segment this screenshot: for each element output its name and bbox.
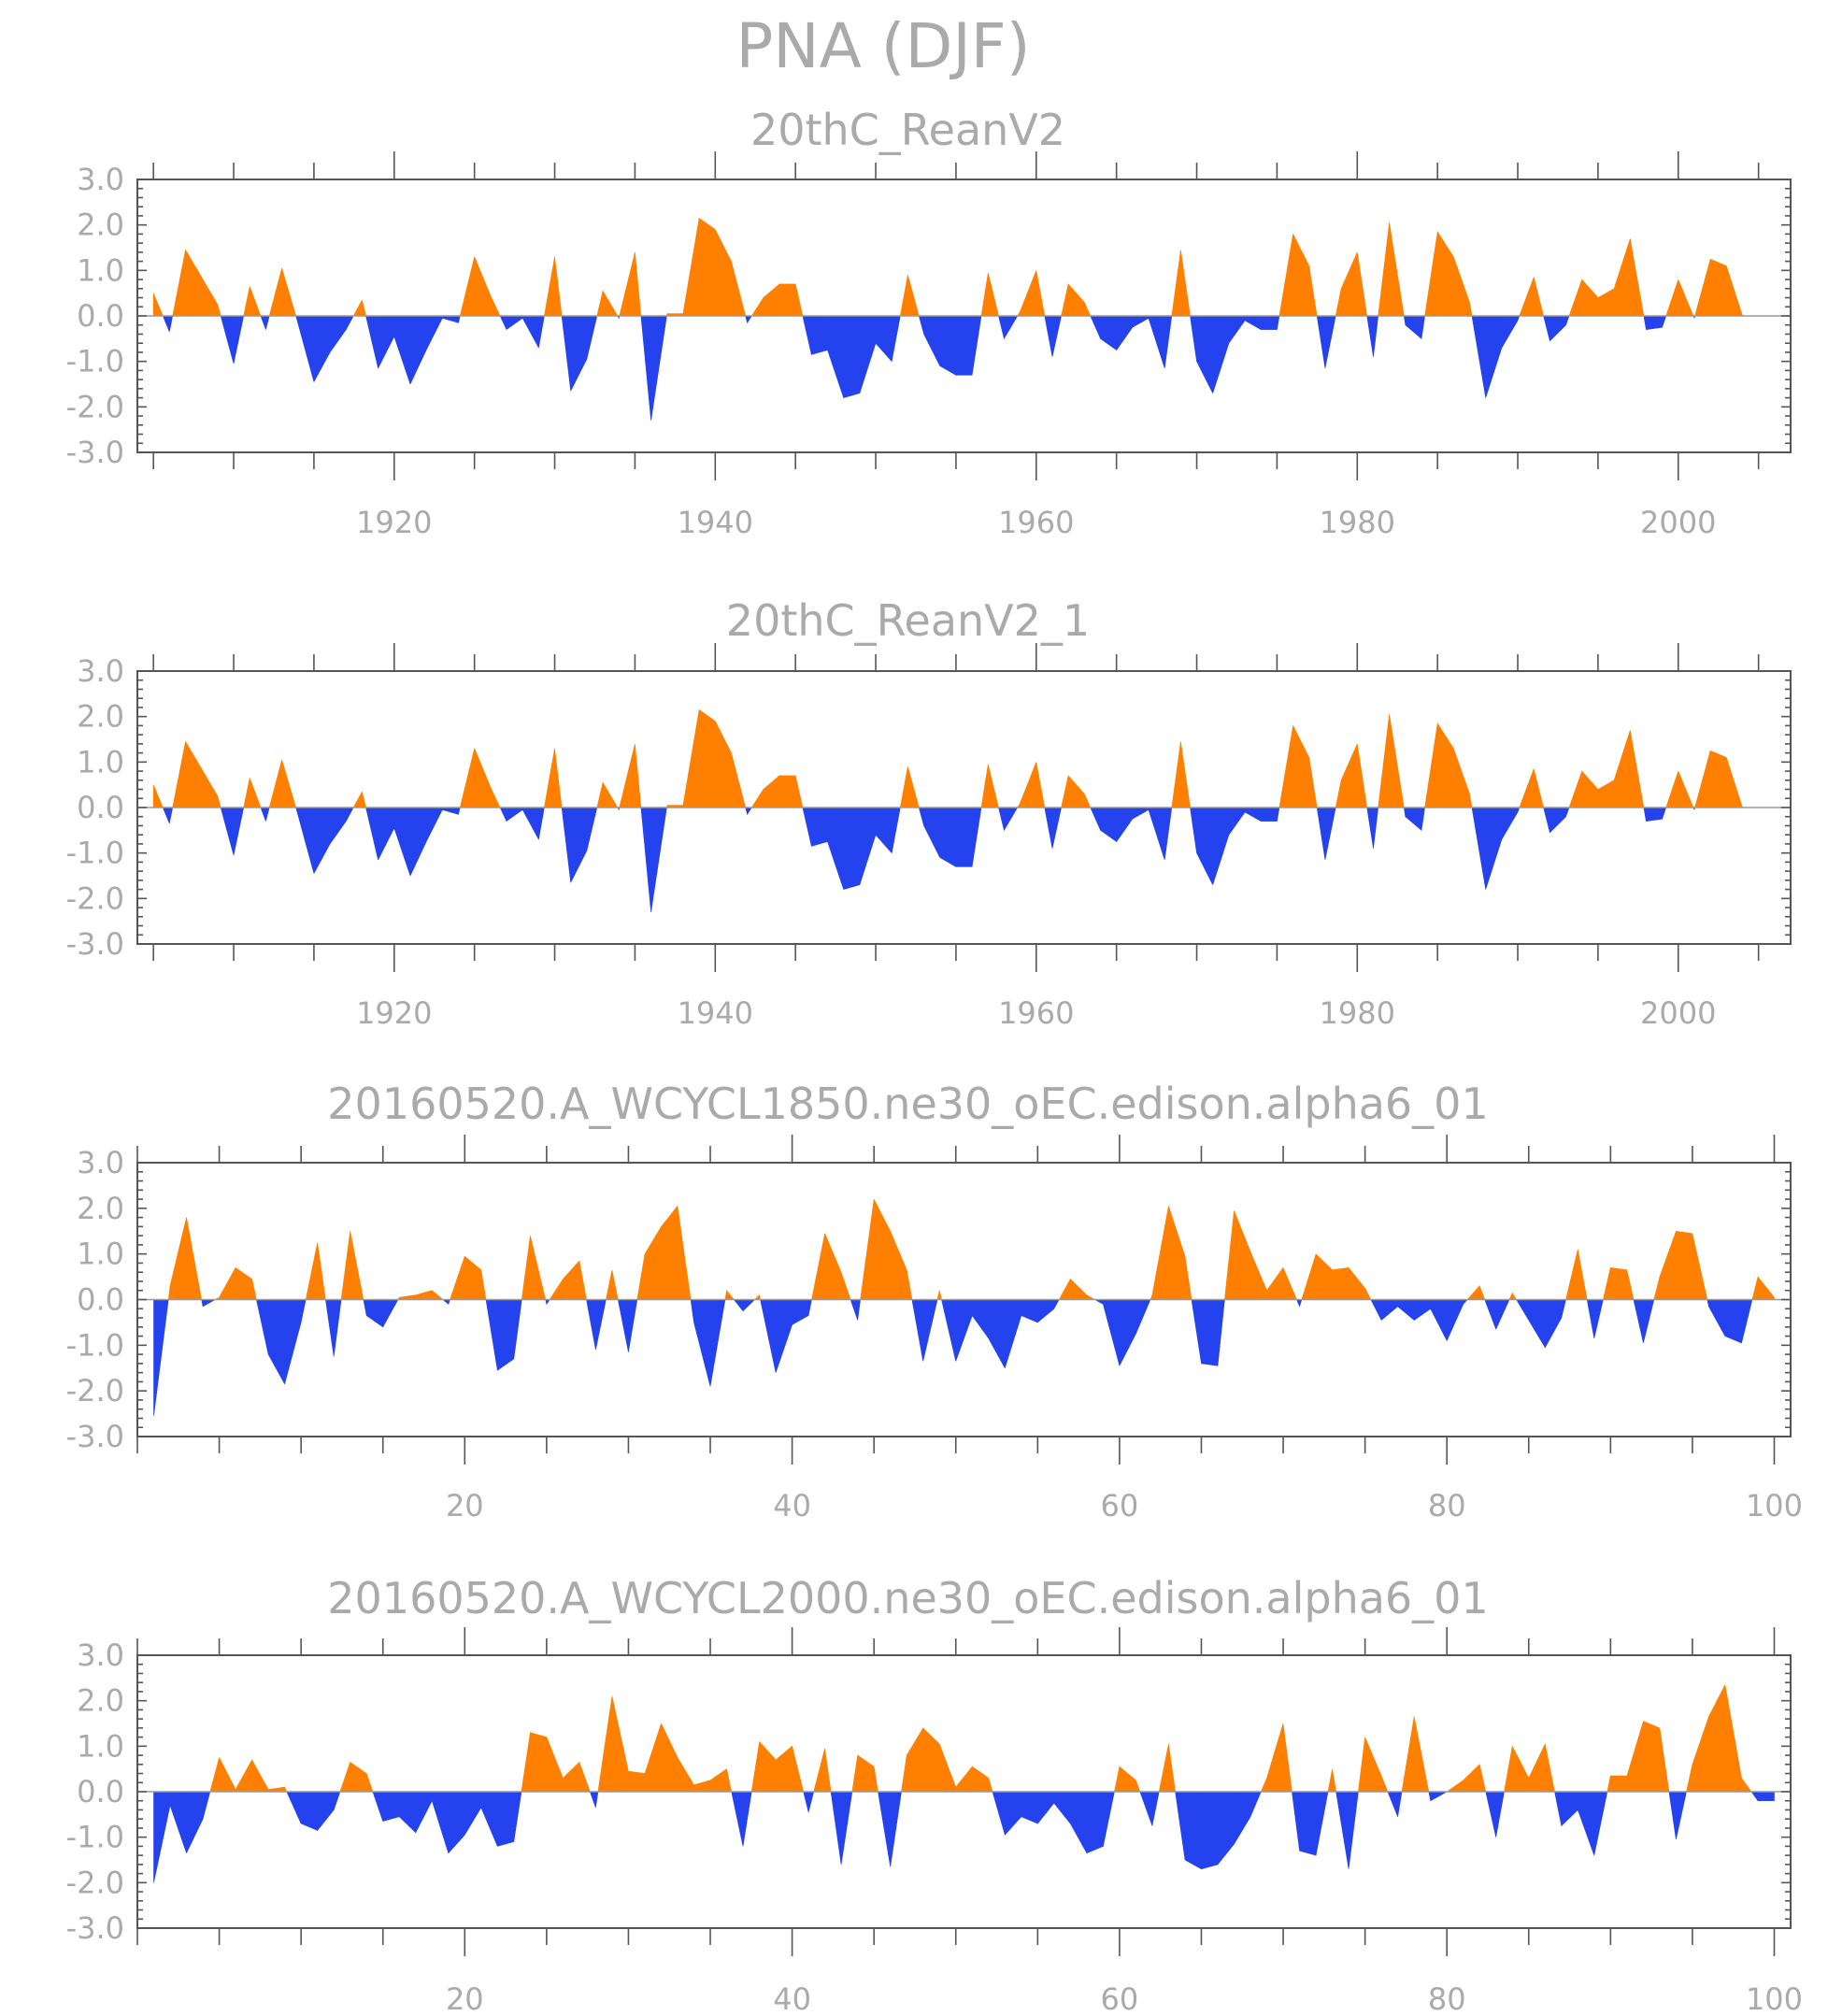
y-tick-label: 3.0 (77, 162, 124, 197)
y-tick-label: 1.0 (77, 1728, 124, 1764)
positive-anomaly-area (167, 1198, 1775, 1300)
x-tick-label: 60 (1101, 1981, 1139, 2016)
negative-anomaly-area (162, 315, 1695, 421)
y-tick-label: -2.0 (66, 389, 124, 424)
x-tick-label: 1980 (1320, 995, 1395, 1031)
panel-title: 20160520.A_WCYCL1850.ne30_oEC.edison.alp… (327, 1079, 1488, 1129)
y-tick-label: 0.0 (77, 1282, 124, 1318)
y-tick-label: -1.0 (66, 344, 124, 379)
y-tick-label: 0.0 (77, 790, 124, 825)
x-tick-label: 1960 (998, 505, 1074, 540)
y-tick-label: 1.0 (77, 1237, 124, 1272)
y-tick-label: 3.0 (77, 1145, 124, 1180)
y-tick-label: -2.0 (66, 1373, 124, 1408)
figure-title: PNA (DJF) (735, 10, 1030, 82)
chart-panel-1: 20thC_ReanV2 3.0 2.0 1.0 0.0 -1.0 -2.0 -3.0 1920… (66, 105, 1792, 540)
positive-anomaly-area (152, 217, 1743, 317)
x-tick-label: 100 (1746, 1488, 1803, 1523)
x-tick-label: 20 (446, 1488, 484, 1523)
y-tick-label: -1.0 (66, 836, 124, 871)
panel-title: 20thC_ReanV2 (750, 105, 1065, 155)
x-tick-label: 40 (773, 1488, 811, 1523)
panel-title: 20160520.A_WCYCL2000.ne30_oEC.edison.alp… (327, 1573, 1488, 1623)
y-tick-label: 3.0 (77, 1637, 124, 1673)
x-tick-label: 100 (1746, 1981, 1803, 2016)
chart-panel-2: 20thC_ReanV2_1 3.0 2.0 1.0 0.0 -1.0 -2.0 -3.0 19… (66, 595, 1792, 1031)
x-tick-label: 80 (1428, 1981, 1466, 2016)
y-tick-label: 1.0 (77, 744, 124, 779)
y-tick-label: 2.0 (77, 1191, 124, 1226)
panel-title: 20thC_ReanV2_1 (726, 595, 1090, 646)
y-tick-label: 2.0 (77, 1683, 124, 1719)
positive-anomaly-area (152, 708, 1743, 808)
negative-anomaly-area (162, 807, 1695, 912)
x-tick-label: 20 (446, 1981, 484, 2016)
y-tick-label: -3.0 (66, 435, 124, 470)
positive-anomaly-area (209, 1684, 1752, 1793)
chart-panel-4: 20160520.A_WCYCL2000.ne30_oEC.edison.alp… (66, 1573, 1803, 2016)
y-tick-label: -3.0 (66, 926, 124, 962)
y-tick-label: -1.0 (66, 1327, 124, 1363)
x-tick-label: 2000 (1640, 995, 1716, 1031)
y-tick-label: -3.0 (66, 1910, 124, 1946)
y-tick-label: 1.0 (77, 252, 124, 288)
y-tick-label: 0.0 (77, 298, 124, 334)
x-tick-label: 80 (1428, 1488, 1466, 1523)
y-tick-label: 2.0 (77, 699, 124, 735)
y-tick-label: 2.0 (77, 207, 124, 243)
y-tick-label: -2.0 (66, 880, 124, 916)
y-tick-label: -2.0 (66, 1865, 124, 1900)
x-tick-label: 1920 (356, 995, 432, 1031)
negative-anomaly-area (153, 1299, 1753, 1417)
x-tick-label: 1940 (678, 505, 753, 540)
x-tick-label: 1980 (1320, 505, 1395, 540)
y-tick-label: 3.0 (77, 653, 124, 689)
x-tick-label: 2000 (1640, 505, 1716, 540)
y-tick-label: 0.0 (77, 1774, 124, 1809)
negative-anomaly-area (153, 1791, 1775, 1883)
x-tick-label: 60 (1101, 1488, 1139, 1523)
x-tick-label: 1920 (356, 505, 432, 540)
x-tick-label: 40 (773, 1981, 811, 2016)
y-tick-label: -3.0 (66, 1419, 124, 1454)
y-tick-label: -1.0 (66, 1820, 124, 1855)
x-tick-label: 1960 (998, 995, 1074, 1031)
chart-panel-3: 20160520.A_WCYCL1850.ne30_oEC.edison.alp… (66, 1079, 1803, 1523)
x-tick-label: 1940 (678, 995, 753, 1031)
